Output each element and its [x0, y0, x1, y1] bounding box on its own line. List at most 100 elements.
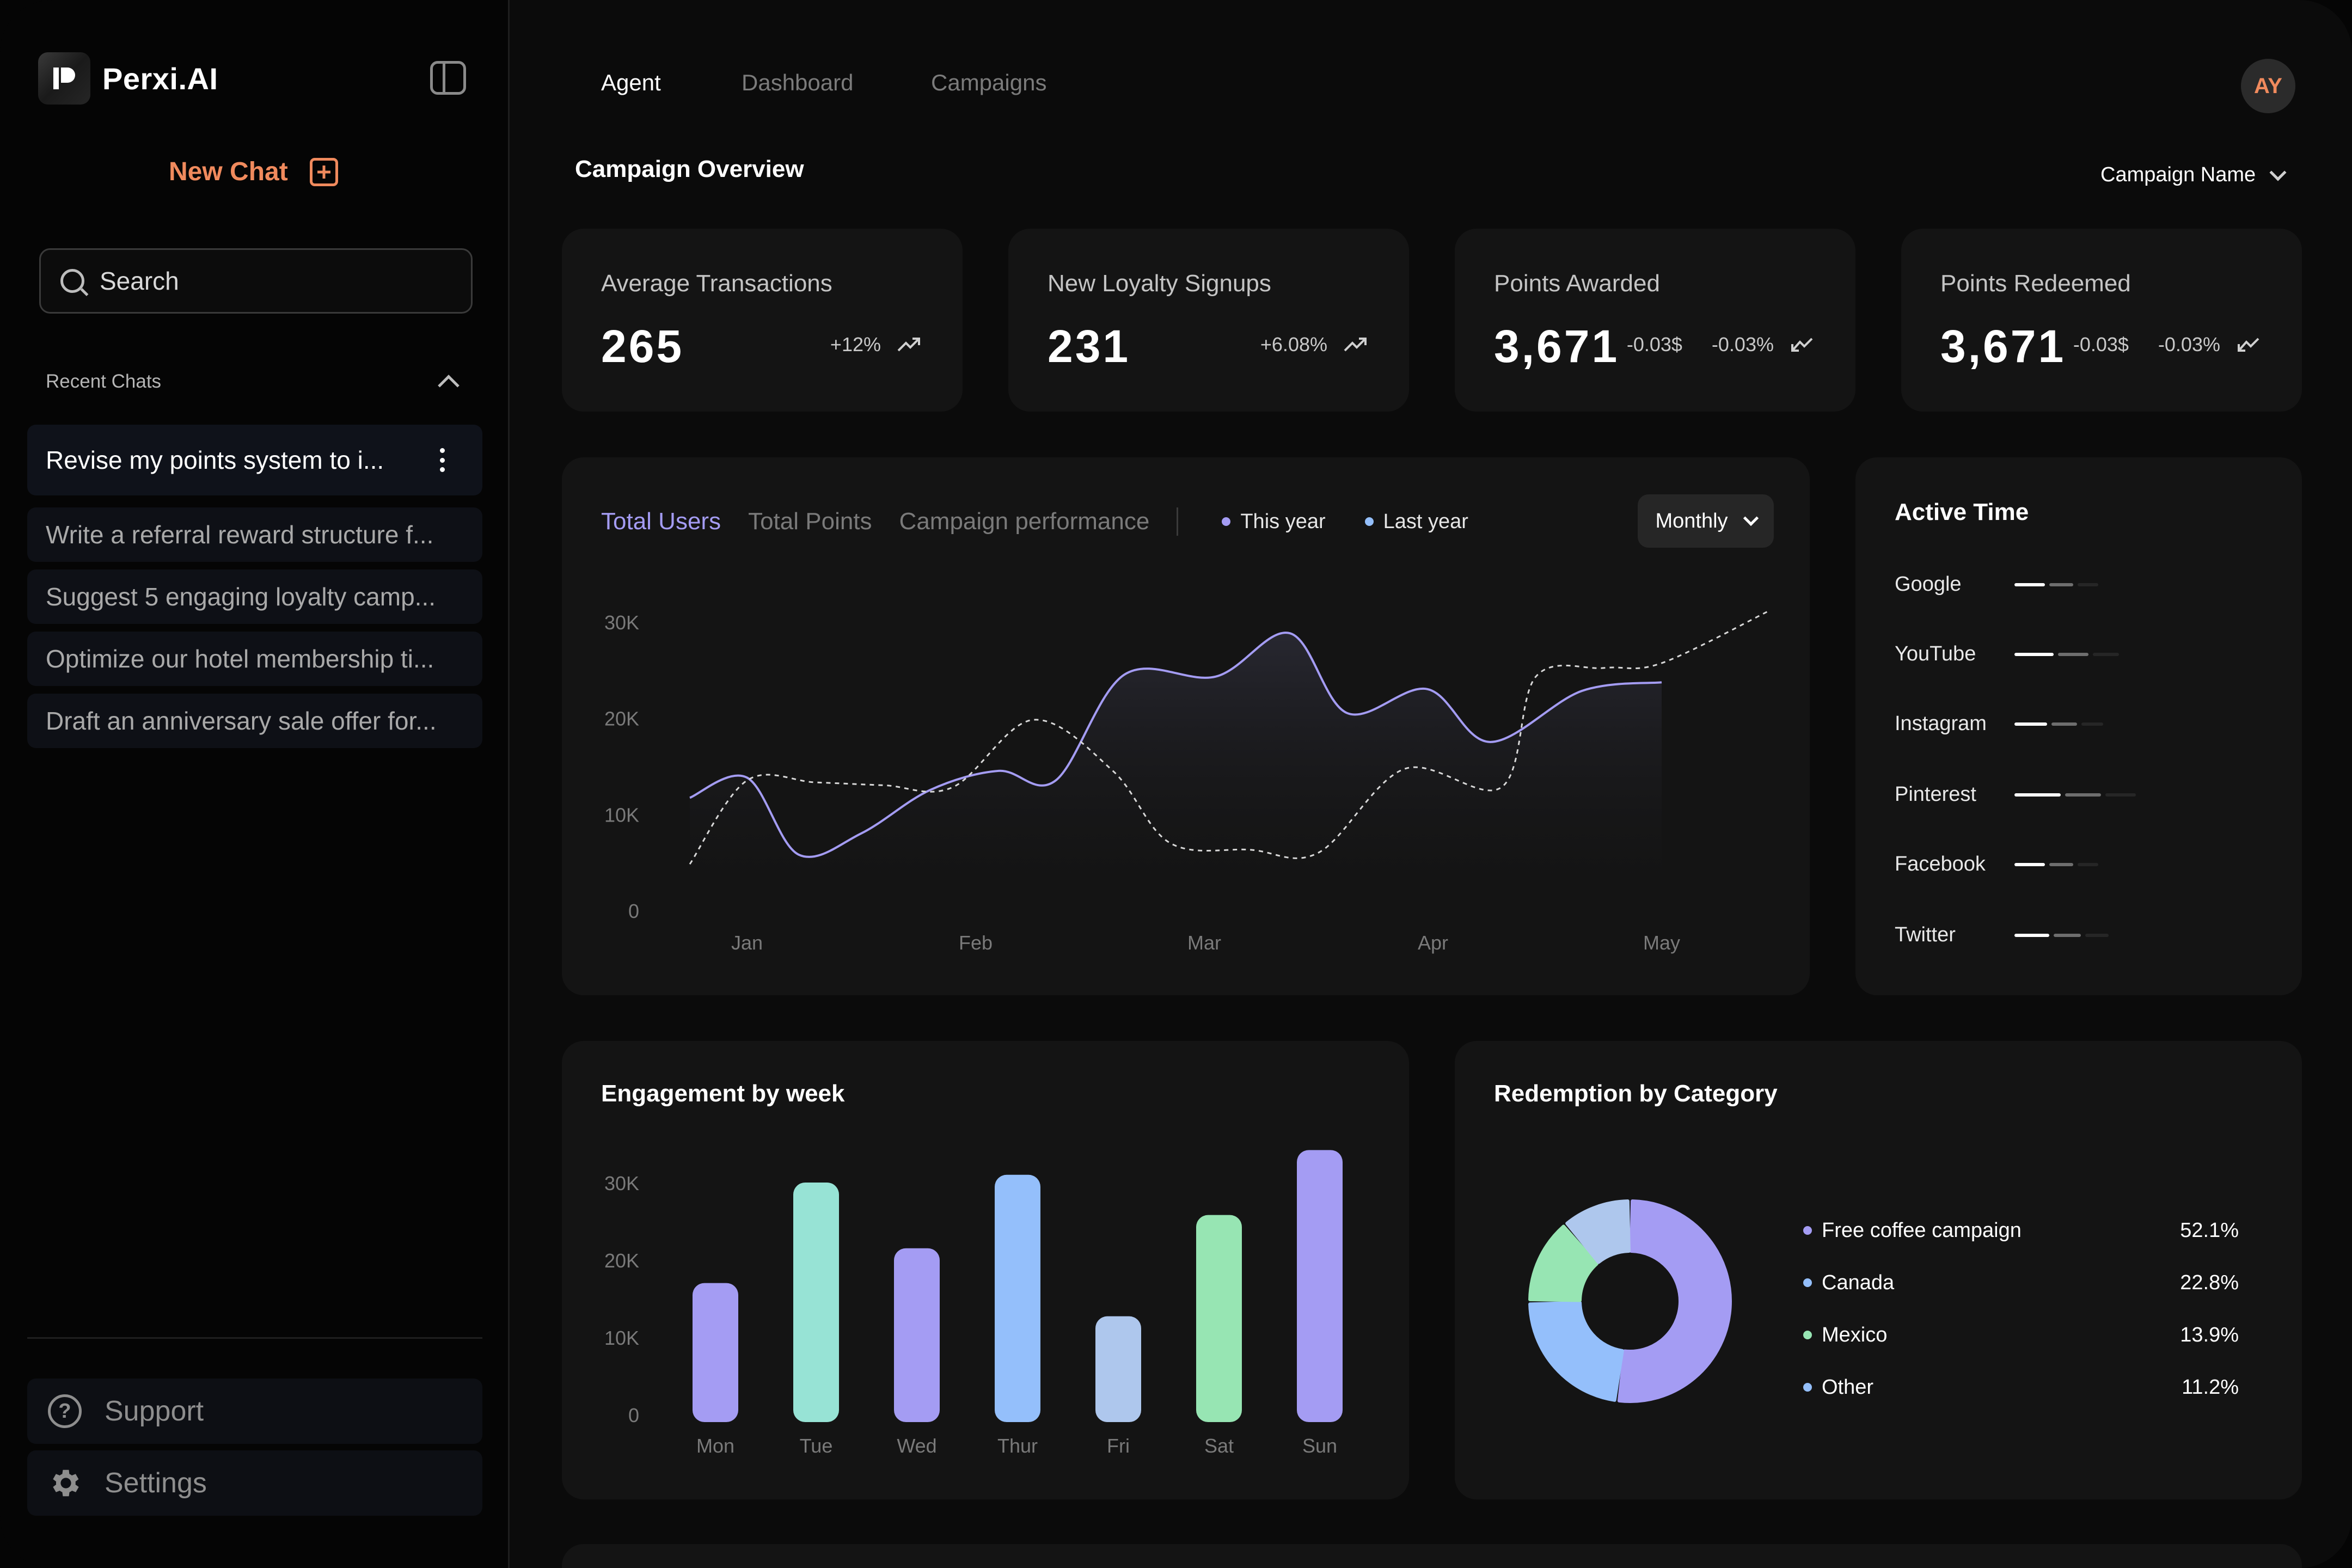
- platform-name: Instagram: [1895, 712, 1987, 735]
- legend-label: Other: [1822, 1375, 1874, 1399]
- users-chart-card: Total Users Total Points Campaign perfor…: [562, 457, 1810, 995]
- chat-item[interactable]: Draft an anniversary sale offer for...: [27, 694, 482, 748]
- period-dropdown[interactable]: Monthly: [1638, 494, 1774, 548]
- chevron-up-icon[interactable]: [438, 375, 460, 396]
- recent-chats-header[interactable]: Recent Chats: [46, 370, 461, 396]
- stat-change-percent: -0.03%: [1711, 333, 1774, 356]
- chat-item-active[interactable]: Revise my points system to i...: [27, 425, 482, 495]
- activity-bar-segment: [2014, 722, 2047, 726]
- stat-change-percent: +6.08%: [1260, 333, 1327, 356]
- activity-bar-segment: [2058, 652, 2088, 656]
- logo-icon: [38, 52, 90, 105]
- stat-change: -0.03$ -0.03%: [1627, 333, 1814, 356]
- redemption-card: Redemption by Category Free coffee campa…: [1455, 1041, 2302, 1499]
- y-tick-label: 10K: [604, 1327, 639, 1349]
- x-tick-label: Fri: [1107, 1435, 1130, 1457]
- legend-value: 22.8%: [2180, 1271, 2239, 1294]
- tab-campaign-performance[interactable]: Campaign performance: [899, 508, 1150, 535]
- legend-value: 52.1%: [2180, 1218, 2239, 1242]
- help-circle-icon: ?: [48, 1394, 82, 1428]
- legend-label: Last year: [1383, 510, 1468, 533]
- x-tick-label: Apr: [1418, 932, 1448, 954]
- donut-slice-0: [1617, 1199, 1732, 1403]
- activity-bar-segment: [2014, 933, 2049, 937]
- search-input[interactable]: [100, 266, 448, 296]
- this-year-area: [690, 633, 1662, 910]
- chat-item[interactable]: Write a referral reward structure f...: [27, 507, 482, 562]
- stat-change: -0.03$ -0.03%: [2073, 333, 2261, 356]
- active-time-row: Twitter: [1895, 923, 2221, 947]
- platform-name: Google: [1895, 573, 1962, 596]
- legend-row: Mexico 13.9%: [1803, 1309, 2239, 1361]
- tab-total-users[interactable]: Total Users: [601, 508, 721, 535]
- sidebar-divider: [27, 1337, 482, 1339]
- activity-bar-segment: [2051, 722, 2077, 726]
- campaign-name-dropdown[interactable]: Campaign Name: [2100, 163, 2287, 187]
- chat-item[interactable]: Optimize our hotel membership ti...: [27, 632, 482, 686]
- sidebar-toggle-icon[interactable]: [430, 61, 466, 95]
- x-tick-label: Mon: [696, 1435, 734, 1457]
- y-tick-label: 20K: [604, 708, 639, 730]
- tabs-divider: [1177, 507, 1179, 536]
- page-title: Campaign Overview: [575, 156, 804, 182]
- stat-value: 231: [1048, 321, 1131, 372]
- legend-this-year: This year: [1222, 510, 1326, 534]
- chat-item-title: Revise my points system to i...: [46, 446, 384, 474]
- settings-button[interactable]: Settings: [27, 1450, 482, 1516]
- tab-total-points[interactable]: Total Points: [748, 508, 872, 535]
- legend-value: 13.9%: [2180, 1323, 2239, 1346]
- search-icon: [60, 269, 84, 293]
- active-time-row: YouTube: [1895, 642, 2221, 666]
- legend-dot: [1364, 517, 1374, 526]
- redemption-legend: Free coffee campaign 52.1% Canada 22.8% Me…: [1803, 1204, 2239, 1413]
- activity-bar-segment: [2014, 652, 2054, 656]
- chat-item[interactable]: Suggest 5 engaging loyalty camp...: [27, 569, 482, 624]
- x-tick-label: Sat: [1204, 1435, 1234, 1457]
- bar-tue: [793, 1183, 839, 1422]
- donut-slice-2: [1528, 1224, 1598, 1302]
- stat-change: +12%: [830, 333, 921, 356]
- stat-change: +6.08%: [1260, 333, 1368, 356]
- chat-item-title: Optimize our hotel membership ti...: [46, 645, 434, 673]
- tab-dashboard[interactable]: Dashboard: [742, 70, 854, 95]
- legend-row: Free coffee campaign 52.1%: [1803, 1204, 2239, 1257]
- avatar[interactable]: AY: [2241, 59, 2295, 113]
- stat-change-percent: -0.03%: [2158, 333, 2220, 356]
- y-tick-label: 0: [628, 900, 639, 922]
- legend-value: 11.2%: [2182, 1375, 2239, 1399]
- support-button[interactable]: ? Support: [27, 1379, 482, 1444]
- trend-up-icon: [1344, 338, 1367, 352]
- search-box[interactable]: [39, 248, 473, 314]
- legend-label: Canada: [1822, 1271, 1895, 1294]
- chat-item-title: Write a referral reward structure f...: [46, 520, 434, 549]
- platform-name: YouTube: [1895, 642, 1976, 665]
- stat-value: 3,671: [1494, 321, 1620, 372]
- legend-dot: [1803, 1226, 1812, 1235]
- tab-campaigns[interactable]: Campaigns: [931, 70, 1047, 95]
- activity-bar-segment: [2014, 793, 2061, 797]
- recent-chats-title: Recent Chats: [46, 371, 162, 392]
- legend-dot: [1803, 1331, 1812, 1339]
- bar-sat: [1196, 1215, 1242, 1422]
- support-label: Support: [105, 1395, 204, 1427]
- stat-label: Average Transactions: [601, 270, 832, 297]
- activity-bar-segment: [2105, 793, 2136, 797]
- logo[interactable]: Perxi.AI: [38, 52, 218, 105]
- new-chat-button[interactable]: New Chat: [169, 157, 338, 187]
- settings-label: Settings: [105, 1467, 207, 1499]
- legend-row: Other 11.2%: [1803, 1361, 2239, 1413]
- tab-agent[interactable]: Agent: [601, 70, 661, 95]
- stat-change-percent: +12%: [830, 333, 881, 356]
- donut-slice-1: [1528, 1301, 1624, 1402]
- stat-label: New Loyalty Signups: [1048, 270, 1271, 297]
- activity-bar-segment: [2014, 862, 2045, 866]
- chat-item-title: Suggest 5 engaging loyalty camp...: [46, 583, 436, 611]
- x-tick-label: Wed: [897, 1435, 936, 1457]
- active-time-title: Active Time: [1895, 499, 2029, 525]
- activity-bar-segment: [2049, 862, 2073, 866]
- activity-bar-segment: [2078, 583, 2098, 586]
- more-options-icon[interactable]: [440, 448, 445, 472]
- legend-label: Mexico: [1822, 1323, 1888, 1346]
- redemption-donut-chart: [1528, 1199, 1732, 1403]
- stat-card-average-transactions: Average Transactions 265 +12%: [562, 229, 963, 412]
